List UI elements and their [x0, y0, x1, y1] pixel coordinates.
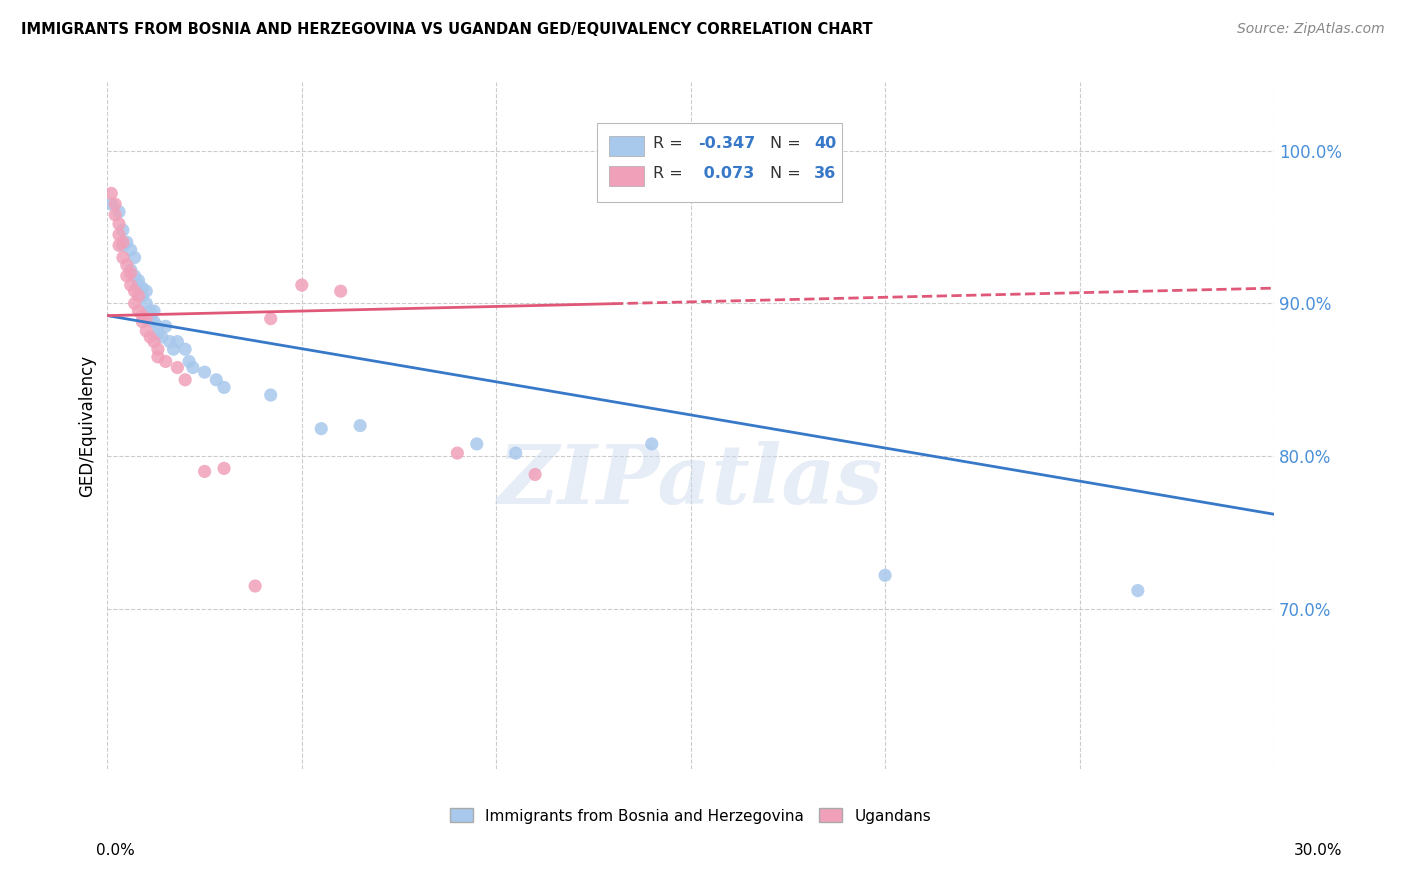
Text: ZIPatlas: ZIPatlas — [498, 441, 883, 521]
Point — [143, 304, 166, 318]
Point — [181, 360, 204, 375]
Point — [194, 365, 217, 379]
Point — [111, 238, 134, 252]
Point — [465, 437, 488, 451]
Point — [150, 330, 173, 344]
Text: 0.0%: 0.0% — [96, 843, 135, 858]
Text: R =: R = — [654, 136, 688, 151]
Point — [120, 266, 142, 280]
Point — [875, 568, 897, 582]
Point — [162, 343, 184, 357]
Point — [309, 422, 332, 436]
Point — [115, 268, 138, 283]
Point — [212, 461, 235, 475]
Text: IMMIGRANTS FROM BOSNIA AND HERZEGOVINA VS UGANDAN GED/EQUIVALENCY CORRELATION CH: IMMIGRANTS FROM BOSNIA AND HERZEGOVINA V… — [21, 22, 873, 37]
Point — [602, 146, 624, 161]
Point — [131, 309, 153, 323]
Point — [349, 418, 371, 433]
Point — [260, 388, 283, 402]
Point — [177, 354, 200, 368]
Point — [120, 243, 142, 257]
Text: N =: N = — [770, 136, 806, 151]
Point — [166, 360, 188, 375]
Point — [505, 446, 527, 460]
Point — [155, 319, 177, 334]
Text: 0.073: 0.073 — [697, 166, 754, 181]
Point — [127, 289, 149, 303]
Point — [108, 217, 131, 231]
Point — [135, 284, 157, 298]
Text: R =: R = — [654, 166, 688, 181]
Point — [174, 373, 197, 387]
Point — [159, 334, 181, 349]
Point — [124, 251, 146, 265]
Point — [100, 186, 122, 201]
Text: 40: 40 — [814, 136, 837, 151]
Point — [146, 326, 169, 341]
Point — [127, 273, 149, 287]
Point — [120, 278, 142, 293]
Point — [329, 284, 352, 298]
Point — [115, 258, 138, 272]
Point — [139, 311, 162, 326]
Point — [111, 223, 134, 237]
Point — [260, 311, 283, 326]
Point — [111, 251, 134, 265]
Point — [124, 268, 146, 283]
Point — [143, 334, 166, 349]
Text: Source: ZipAtlas.com: Source: ZipAtlas.com — [1237, 22, 1385, 37]
Point — [108, 227, 131, 242]
Text: -0.347: -0.347 — [697, 136, 755, 151]
Point — [146, 319, 169, 334]
Point — [1126, 583, 1149, 598]
Point — [108, 204, 131, 219]
Text: N =: N = — [770, 166, 806, 181]
Point — [104, 208, 127, 222]
FancyBboxPatch shape — [598, 123, 842, 202]
Point — [146, 343, 169, 357]
Point — [146, 350, 169, 364]
Point — [115, 235, 138, 250]
Point — [127, 304, 149, 318]
Text: 30.0%: 30.0% — [1295, 843, 1343, 858]
Point — [131, 281, 153, 295]
Point — [131, 315, 153, 329]
Legend: Immigrants from Bosnia and Herzegovina, Ugandans: Immigrants from Bosnia and Herzegovina, … — [450, 808, 931, 823]
Point — [100, 197, 122, 211]
Point — [108, 238, 131, 252]
Point — [124, 284, 146, 298]
Point — [104, 197, 127, 211]
Point — [127, 278, 149, 293]
Point — [205, 373, 228, 387]
Point — [139, 304, 162, 318]
Point — [155, 354, 177, 368]
Point — [166, 334, 188, 349]
Point — [641, 437, 664, 451]
Point — [131, 289, 153, 303]
Point — [135, 324, 157, 338]
Point — [194, 465, 217, 479]
Point — [212, 380, 235, 394]
FancyBboxPatch shape — [609, 136, 644, 156]
Point — [124, 296, 146, 310]
Text: 36: 36 — [814, 166, 837, 181]
Point — [524, 467, 547, 482]
Point — [135, 311, 157, 326]
Point — [143, 315, 166, 329]
Y-axis label: GED/Equivalency: GED/Equivalency — [79, 354, 96, 497]
Point — [135, 296, 157, 310]
Point — [243, 579, 266, 593]
Point — [111, 235, 134, 250]
Point — [446, 446, 468, 460]
FancyBboxPatch shape — [609, 166, 644, 186]
Point — [174, 343, 197, 357]
Point — [139, 330, 162, 344]
Point — [120, 262, 142, 277]
Point — [291, 278, 314, 293]
